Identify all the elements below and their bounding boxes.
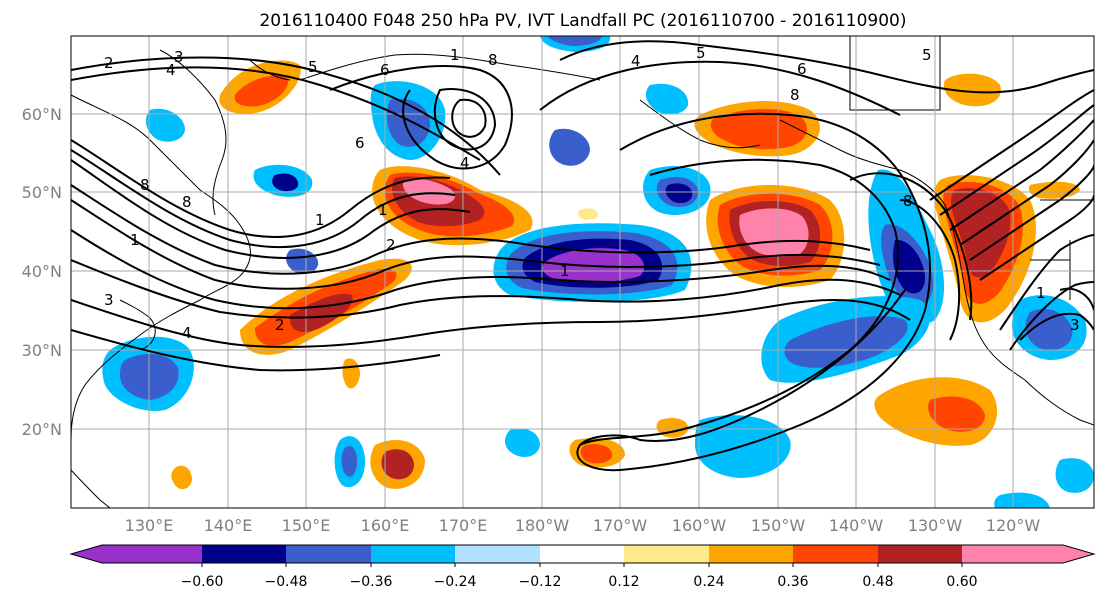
lon-label: 150°E bbox=[282, 516, 331, 535]
colorbar-ticks bbox=[201, 563, 963, 567]
colorbar-labels: −0.60 −0.48 −0.36 −0.24 −0.12 0.12 0.24 … bbox=[181, 574, 978, 590]
lat-label: 30°N bbox=[22, 341, 62, 360]
contour-label: 6 bbox=[355, 134, 365, 152]
contour-label: 4 bbox=[166, 61, 176, 79]
lon-label: 160°E bbox=[361, 516, 410, 535]
colorbar-tick-label: −0.24 bbox=[434, 574, 477, 590]
pv-contours bbox=[71, 40, 1094, 472]
colorbar-tick-label: −0.36 bbox=[350, 574, 393, 590]
lat-label: 20°N bbox=[22, 420, 62, 439]
contour-label: 1 bbox=[130, 231, 140, 249]
colorbar-block bbox=[202, 545, 286, 563]
colorbar: −0.60 −0.48 −0.36 −0.24 −0.12 0.12 0.24 … bbox=[69, 544, 1096, 590]
lon-label: 120°W bbox=[986, 516, 1041, 535]
contour-label: 1 bbox=[315, 211, 325, 229]
contour-label: 8 bbox=[903, 192, 913, 210]
contour-label: 5 bbox=[308, 58, 318, 76]
colorbar-outline bbox=[69, 544, 1096, 564]
contour-label: 2 bbox=[275, 316, 285, 334]
lon-label: 140°E bbox=[204, 516, 253, 535]
colorbar-tick-label: 0.36 bbox=[777, 574, 808, 590]
colorbar-block bbox=[962, 545, 1063, 563]
contour-label: 1 bbox=[378, 201, 388, 219]
colorbar-block bbox=[624, 545, 709, 563]
contour-label: 6 bbox=[797, 60, 807, 78]
contour-label: 6 bbox=[380, 61, 390, 79]
lat-label: 60°N bbox=[22, 105, 62, 124]
colorbar-blocks bbox=[69, 544, 1096, 564]
lon-label: 170°E bbox=[439, 516, 488, 535]
contour-label: 5 bbox=[696, 44, 706, 62]
lon-label: 140°W bbox=[829, 516, 884, 535]
contour-label: 4 bbox=[460, 154, 470, 172]
map-panel: 2 3 4 5 1 8 6 5 4 5 6 8 6 4 8 1 2 1 8 1 … bbox=[22, 35, 1095, 535]
colorbar-extend-min bbox=[71, 545, 102, 563]
latitude-labels: 60°N 50°N 40°N 30°N 20°N bbox=[22, 105, 62, 439]
contour-label: 8 bbox=[790, 86, 800, 104]
colorbar-tick-label: 0.24 bbox=[693, 574, 724, 590]
contour-label: 5 bbox=[922, 46, 932, 64]
lat-label: 50°N bbox=[22, 183, 62, 202]
lon-label: 170°W bbox=[593, 516, 648, 535]
lon-label: 130°W bbox=[908, 516, 963, 535]
colorbar-block bbox=[793, 545, 878, 563]
contour-labels: 2 3 4 5 1 8 6 5 4 5 6 8 6 4 8 1 2 1 8 1 … bbox=[104, 44, 1080, 342]
contour-label: 8 bbox=[140, 176, 150, 194]
contour-label: 1 bbox=[450, 46, 460, 64]
colorbar-block bbox=[540, 545, 624, 563]
colorbar-block bbox=[878, 545, 962, 563]
colorbar-extend-max bbox=[1063, 545, 1094, 563]
colorbar-tick-label: 0.60 bbox=[946, 574, 977, 590]
colorbar-tick-label: −0.60 bbox=[181, 574, 224, 590]
contour-label: 3 bbox=[174, 48, 184, 66]
colorbar-tick-label: 0.12 bbox=[608, 574, 639, 590]
colorbar-block bbox=[286, 545, 371, 563]
contour-label: 1 bbox=[1036, 284, 1046, 302]
map-frame bbox=[70, 35, 1095, 509]
lat-label: 40°N bbox=[22, 262, 62, 281]
colorbar-block bbox=[102, 545, 202, 563]
lon-label: 180°W bbox=[515, 516, 570, 535]
longitude-labels: 130°E 140°E 150°E 160°E 170°E 180°W 170°… bbox=[125, 516, 1041, 535]
colorbar-block bbox=[371, 545, 455, 563]
lon-label: 160°W bbox=[672, 516, 727, 535]
colorbar-tick-label: 0.48 bbox=[862, 574, 893, 590]
colorbar-tick-label: −0.12 bbox=[519, 574, 562, 590]
lon-label: 130°E bbox=[125, 516, 174, 535]
contour-label: 2 bbox=[386, 236, 396, 254]
contour-label: 3 bbox=[1070, 316, 1080, 334]
contour-label: 8 bbox=[488, 51, 498, 69]
colorbar-tick-label: −0.48 bbox=[265, 574, 308, 590]
lon-label: 150°W bbox=[751, 516, 806, 535]
colorbar-block bbox=[455, 545, 540, 563]
colorbar-block bbox=[709, 545, 793, 563]
contour-label: 3 bbox=[104, 291, 114, 309]
contour-label: 4 bbox=[182, 324, 192, 342]
contour-label: 8 bbox=[182, 193, 192, 211]
contour-label: 4 bbox=[631, 52, 641, 70]
contour-label: 2 bbox=[104, 54, 114, 72]
contour-label: 1 bbox=[560, 262, 570, 280]
figure-title: 2016110400 F048 250 hPa PV, IVT Landfall… bbox=[259, 11, 906, 31]
